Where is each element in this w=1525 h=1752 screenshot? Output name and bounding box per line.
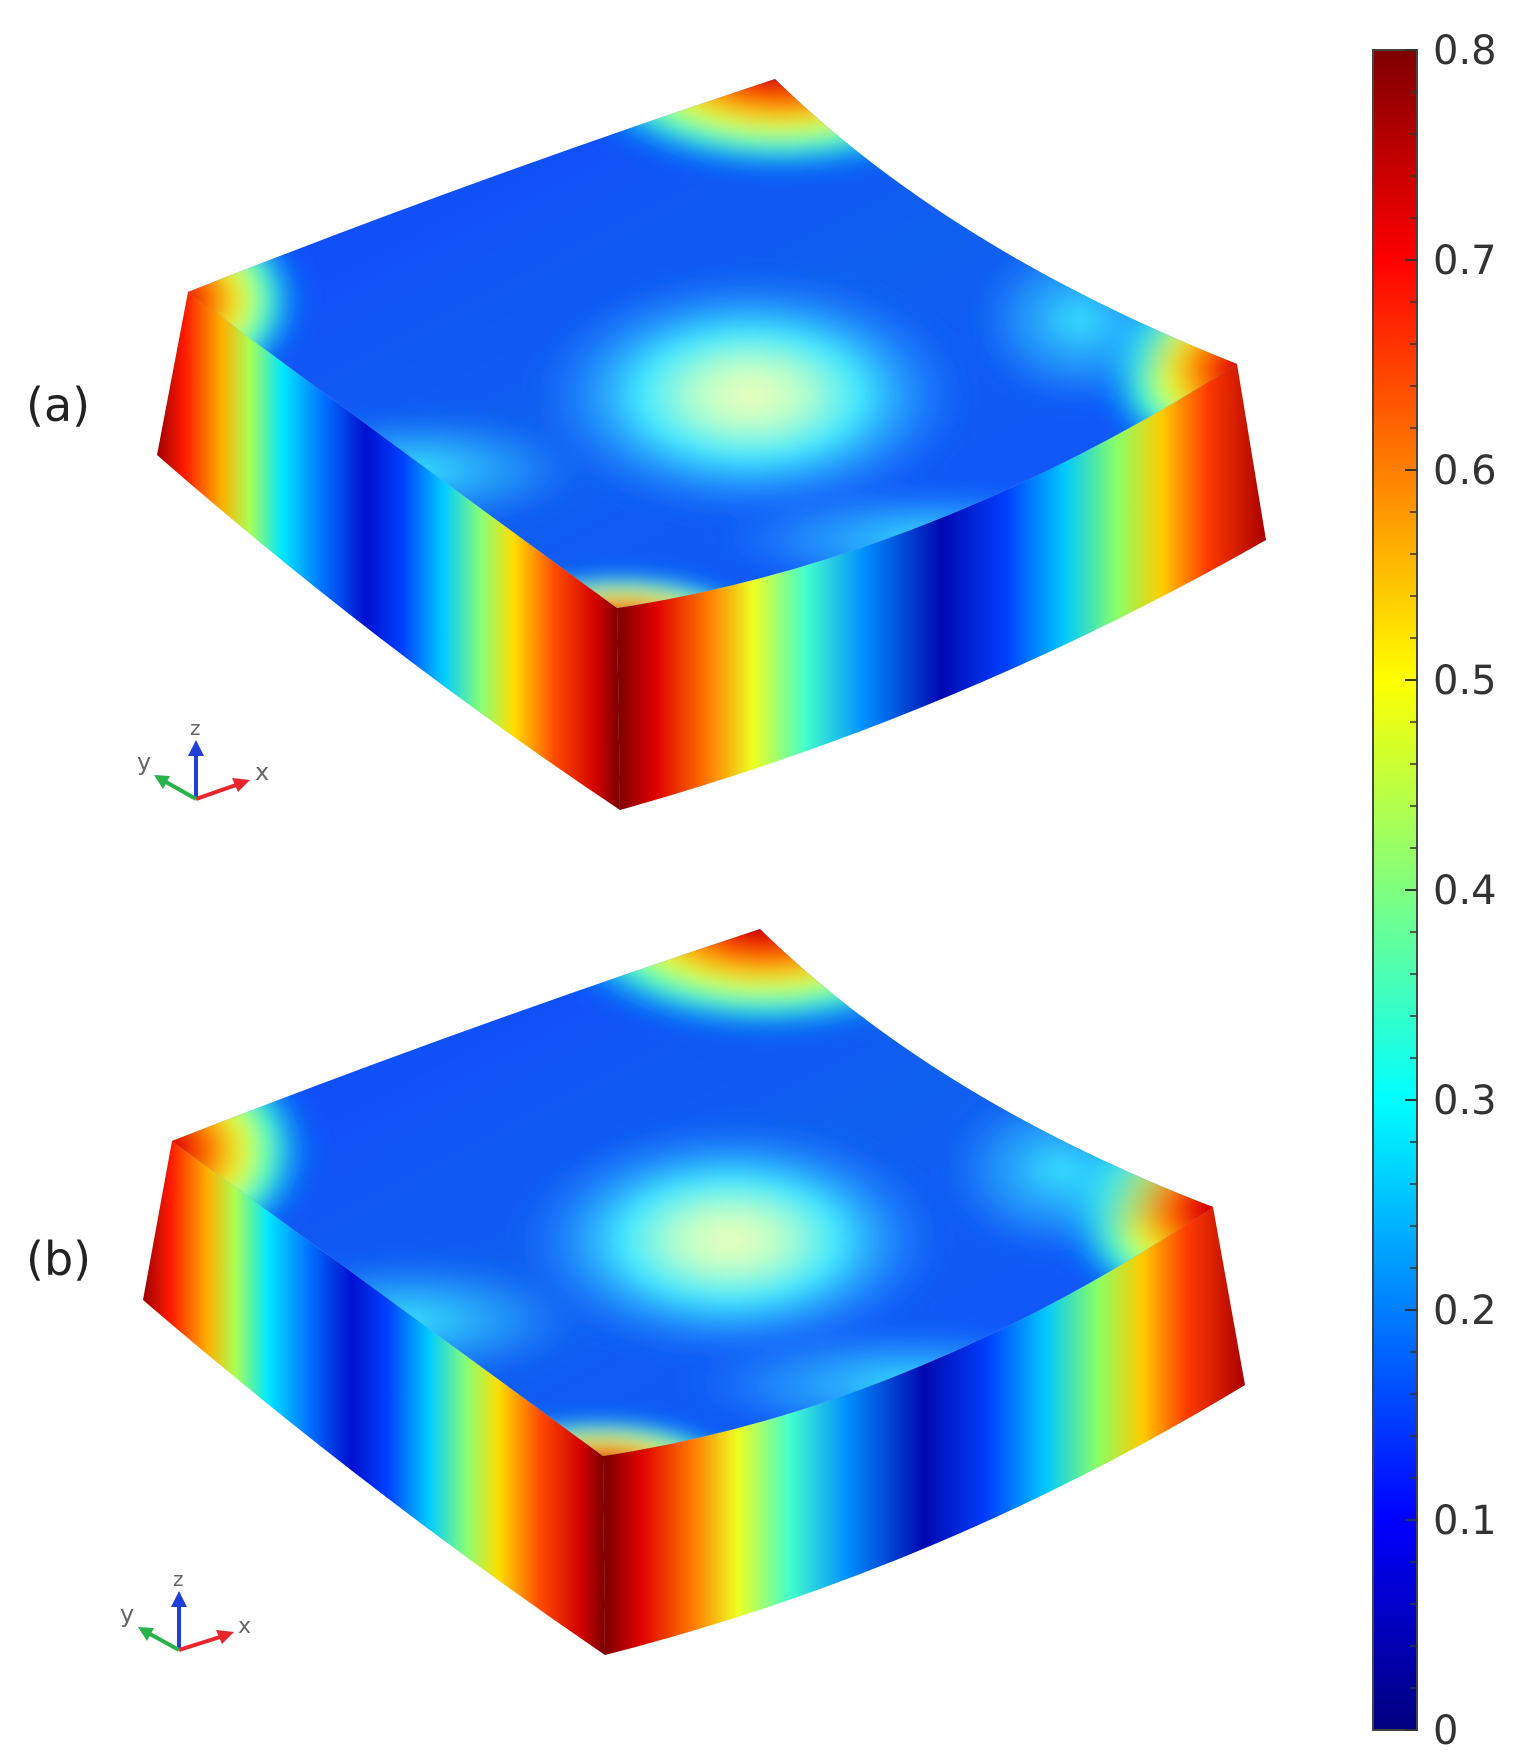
panel-a-y-label: y [137, 748, 151, 776]
panel-b-right-face [603, 1207, 1245, 1655]
colorbar-tick-label-3: 0.3 [1433, 1078, 1497, 1124]
panel-b-x-axis [178, 1635, 221, 1652]
panel-a-right-face [617, 364, 1266, 810]
panel-b-z-arrow [171, 1591, 187, 1607]
panel-a-deformed-block [157, 79, 1266, 810]
panel-a-label: (a) [26, 378, 91, 432]
colorbar-tick-label-4: 0.4 [1433, 868, 1497, 914]
colorbar-tick-label-2: 0.2 [1433, 1288, 1497, 1334]
panel-a-axis-triad: x y z [137, 716, 269, 801]
colorbar-tick-label-7: 0.7 [1433, 238, 1497, 284]
panel-b-x-label: x [238, 1614, 251, 1639]
colorbar-tick-label-0: 0 [1433, 1708, 1458, 1752]
panel-b-top-surface [172, 929, 1213, 1456]
panel-b-z-label: z [173, 1567, 184, 1591]
panel-a-x-label: x [255, 758, 269, 786]
colorbar-tick-label-8: 0.8 [1433, 28, 1497, 74]
colorbar-minor-ticks [1410, 91, 1417, 1689]
panel-b-deformed-block [143, 929, 1245, 1655]
panel-b-y-label: y [120, 1600, 134, 1628]
colorbar: 0 0.1 0.2 0.3 0.4 0.5 0.6 0.7 0.8 [1372, 28, 1497, 1752]
panel-b-y-axis [149, 1632, 180, 1652]
panel-a-z-label: z [190, 716, 201, 740]
panel-b-y-arrow [138, 1627, 154, 1641]
colorbar-tick-label-5: 0.5 [1433, 658, 1497, 704]
panel-a-y-arrow [154, 775, 170, 789]
panel-b-left-face [143, 1141, 605, 1655]
panel-a-z-arrow [188, 740, 204, 756]
panel-a-x-axis [195, 783, 237, 801]
panel-a-left-face [157, 292, 620, 810]
colorbar-tick-label-6: 0.6 [1433, 448, 1497, 494]
panel-a-x-arrow [232, 778, 250, 792]
panel-a-y-axis [165, 780, 197, 801]
colorbar-major-ticks: 0 0.1 0.2 0.3 0.4 0.5 0.6 0.7 0.8 [1405, 28, 1497, 1752]
panel-b-x-arrow [216, 1630, 234, 1644]
colorbar-tick-label-1: 0.1 [1433, 1498, 1497, 1544]
panel-b-axis-triad: x y z [120, 1567, 251, 1652]
panel-b-label: (b) [26, 1232, 92, 1286]
